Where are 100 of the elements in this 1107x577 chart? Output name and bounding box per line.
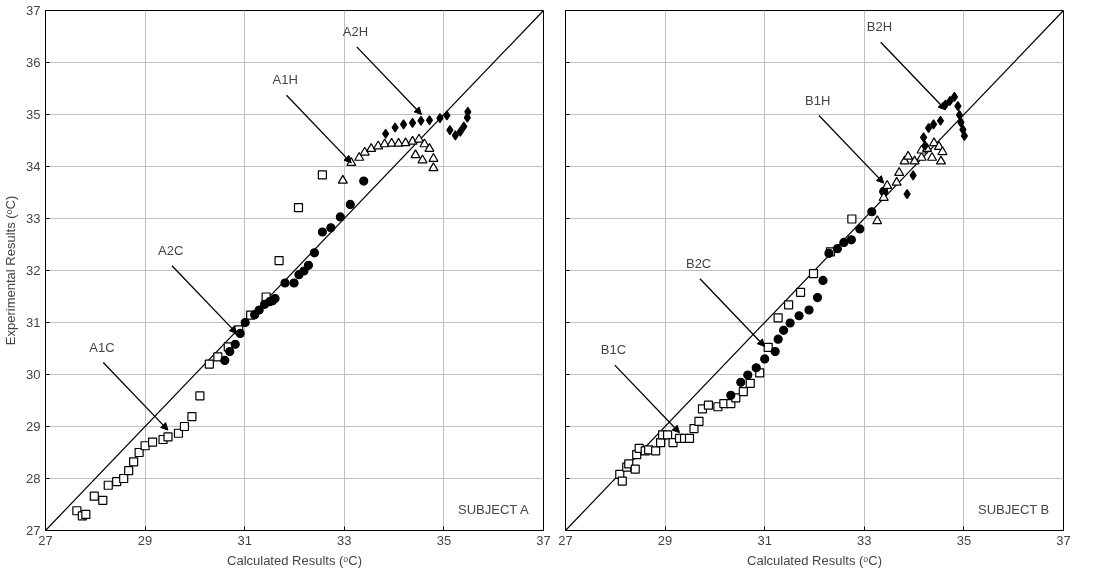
point [689,423,699,434]
annotation: B2C [685,255,712,271]
point [882,179,893,189]
point [359,146,370,156]
point [726,390,736,400]
y-tick-label: 32 [26,263,41,278]
point [240,317,250,328]
annotation: A1C [89,339,115,355]
x-tick-label: 37 [1056,532,1071,548]
point [299,266,309,276]
y-tick-label: 33 [26,211,41,226]
point [274,256,284,266]
point [163,432,173,442]
point [443,110,451,121]
point [393,137,404,147]
point [337,174,348,184]
point [909,170,917,181]
point [955,109,964,121]
y-tick-label: 37 [26,3,41,18]
point [936,115,945,126]
point [804,305,814,315]
x-axis-title: Calculated Results (ᵒC) [747,552,882,568]
point [317,170,327,180]
point [129,457,139,467]
x-axis-title: Calculated Results (ᵒC) [227,552,362,568]
point [812,292,823,303]
point [280,278,290,288]
point [867,207,877,217]
x-tick-label: 29 [657,532,673,548]
point [960,130,968,141]
point [630,464,640,474]
point [425,115,434,126]
point [891,176,902,186]
y-tick-label: 35 [26,107,41,122]
point [773,313,783,323]
point [818,275,828,285]
point [119,473,129,484]
point [957,117,965,128]
annotation: A2C [157,242,184,258]
point [140,441,150,451]
point [794,311,804,321]
point [694,416,704,426]
x-tick-label: 31 [757,532,772,548]
point [147,437,158,447]
point [417,154,428,164]
point [204,359,214,369]
point [235,328,245,339]
point [784,300,794,310]
annotation: SUBJECT B [977,501,1050,517]
point [326,223,336,233]
x-tick-label: 27 [38,532,53,548]
point [419,138,430,148]
point [779,325,789,335]
point [124,466,134,476]
point [103,480,113,490]
point [345,199,355,210]
point [173,428,184,438]
point [751,363,761,373]
point [703,400,714,410]
point [410,149,421,159]
point [808,269,819,279]
point [617,476,627,486]
point [195,391,205,401]
point [446,125,454,136]
point [937,146,948,156]
point [451,130,459,141]
y-tick-label: 28 [26,471,41,486]
point [894,166,905,176]
point [187,412,197,422]
point [847,214,857,224]
point [359,176,369,186]
point [950,91,959,102]
point [220,355,230,366]
x-tick-label: 31 [237,532,252,548]
point [460,121,468,132]
y-tick-label: 30 [26,367,41,382]
point [309,248,320,258]
y-tick-label: 36 [26,55,41,70]
point [909,155,920,165]
point [413,133,425,143]
point [289,278,299,288]
point [428,152,439,162]
point [417,115,425,126]
annotation: A2H [342,23,369,39]
point [832,244,843,254]
point [872,215,883,225]
point [179,421,190,432]
point [366,143,377,153]
point [773,334,783,344]
point [213,352,223,362]
point [464,106,472,117]
point [795,287,806,297]
x-tick-label: 35 [436,532,452,548]
point [408,117,417,128]
annotation: B1C [600,342,627,358]
point [935,155,947,165]
point [456,126,464,137]
point [386,137,397,147]
point [954,101,962,112]
point [903,150,914,160]
